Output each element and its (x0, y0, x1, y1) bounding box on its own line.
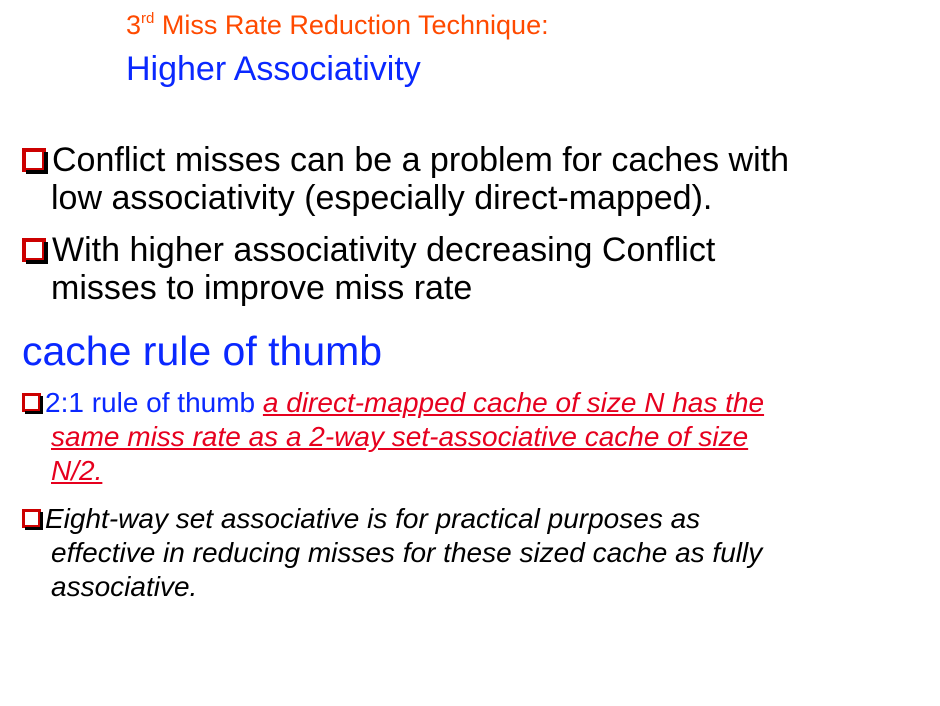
bullet-conflict-misses: Conflict misses can be a problem for cac… (22, 141, 922, 217)
bullet-text: With higher associativity decreasing Con… (52, 231, 716, 269)
bullet-line: 2:1 rule of thumb a direct-mapped cache … (22, 386, 932, 420)
bullet-line: associative. (51, 571, 198, 602)
section-heading: cache rule of thumb (22, 328, 383, 374)
bullet-line: Conflict misses can be a problem for cac… (22, 141, 922, 179)
rule-emphasis: same miss rate as a 2-way set-associativ… (51, 421, 749, 452)
checkbox-bullet-icon (22, 148, 48, 174)
checkbox-bullet-icon (22, 393, 43, 414)
bullet-higher-associativity: With higher associativity decreasing Con… (22, 231, 922, 307)
slide-title-line2: Higher Associativity (126, 50, 421, 88)
bullet-eight-way: Eight-way set associative is for practic… (22, 502, 932, 604)
bullet-line: misses to improve miss rate (51, 269, 473, 307)
rule-emphasis: a direct-mapped cache of size N has the (262, 387, 765, 418)
rule-emphasis: N/2. (51, 455, 103, 486)
checkbox-bullet-icon (22, 238, 48, 264)
bullet-text: Conflict misses can be a problem for cac… (52, 141, 789, 179)
bullet-line: effective in reducing misses for these s… (51, 537, 763, 568)
rule-prefix: 2:1 rule of thumb (45, 387, 263, 418)
bullet-line: Eight-way set associative is for practic… (22, 502, 932, 536)
slide-title-line1: 3rd Miss Rate Reduction Technique: (126, 8, 549, 42)
bullet-text: Eight-way set associative is for practic… (45, 503, 701, 534)
bullet-rule-of-thumb: 2:1 rule of thumb a direct-mapped cache … (22, 386, 932, 488)
title-ordinal-number: 3 (126, 10, 142, 40)
title-line1-text: Miss Rate Reduction Technique: (154, 10, 549, 40)
title-ordinal-suffix: rd (141, 10, 155, 27)
bullet-line: same miss rate as a 2-way set-associativ… (22, 420, 932, 454)
bullet-line: N/2. (22, 454, 932, 488)
bullet-line: low associativity (especially direct-map… (51, 179, 713, 217)
bullet-line: With higher associativity decreasing Con… (22, 231, 922, 269)
checkbox-bullet-icon (22, 509, 43, 530)
